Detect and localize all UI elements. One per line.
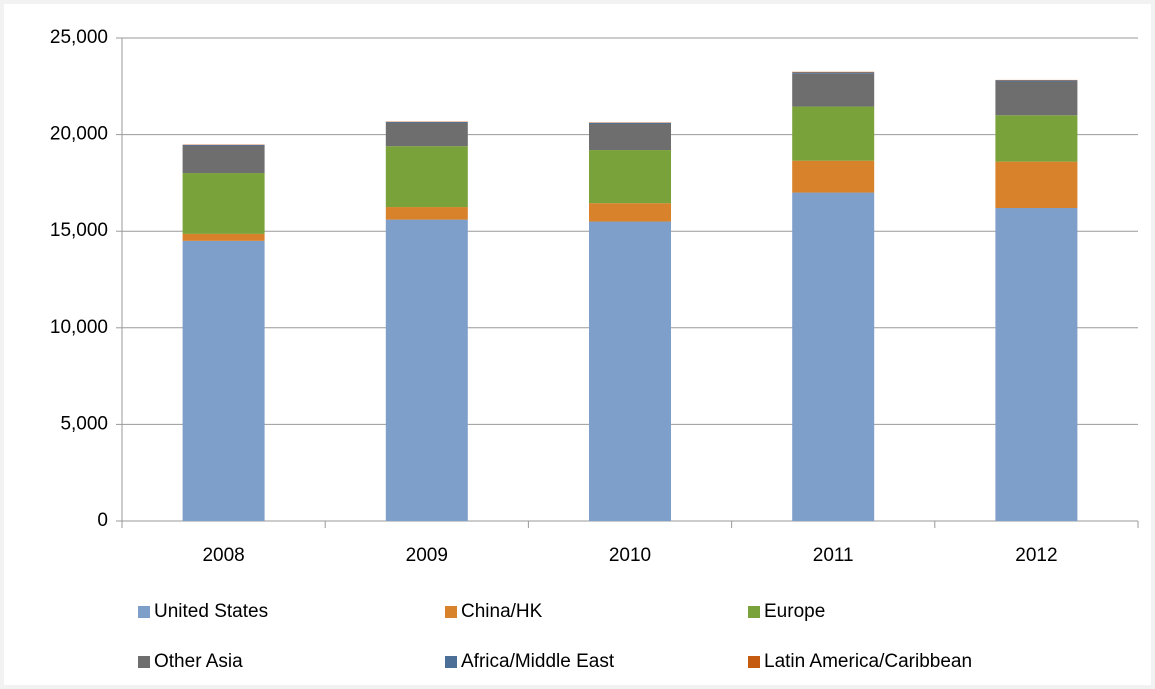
y-tick-label: 0 — [97, 510, 108, 531]
y-tick-label: 25,000 — [50, 27, 108, 48]
x-tick-label: 2012 — [1015, 545, 1057, 566]
bar-segment — [385, 146, 468, 208]
bar-segment — [182, 233, 265, 241]
bar-segment — [182, 240, 265, 522]
y-tick-label: 20,000 — [50, 124, 108, 145]
bar-segment — [792, 192, 875, 521]
bar-segment — [589, 123, 671, 151]
bar-segment — [792, 106, 875, 161]
bar-segment — [589, 150, 671, 204]
legend-label: China/HK — [461, 601, 543, 622]
bar-segment — [995, 81, 1078, 116]
bar-segment — [995, 115, 1078, 162]
x-tick-label: 2011 — [813, 545, 854, 566]
x-tick-label: 2008 — [202, 545, 244, 566]
bar-segment — [385, 219, 468, 521]
bar-segment — [385, 122, 468, 124]
legend-swatch — [445, 606, 457, 618]
bar-segment — [792, 160, 875, 193]
x-tick-label: 2010 — [609, 545, 651, 566]
legend-label: Latin America/Caribbean — [764, 651, 972, 672]
y-tick-label: 15,000 — [50, 220, 108, 241]
bar-segment — [589, 122, 671, 124]
legend-swatch — [748, 656, 760, 668]
legend-swatch — [138, 606, 150, 618]
bar-segment — [589, 221, 671, 522]
bar-segment — [385, 207, 468, 220]
bar-segment — [792, 72, 875, 74]
bar-segment — [995, 208, 1078, 522]
chart-area — [4, 4, 1151, 685]
y-tick-label: 10,000 — [50, 317, 108, 338]
legend-label: Europe — [764, 601, 825, 622]
y-tick-label: 5,000 — [60, 413, 108, 434]
bar-segment — [792, 71, 875, 73]
legend-label: United States — [154, 601, 268, 622]
bar-segment — [792, 73, 875, 107]
bar-segment — [182, 145, 265, 174]
legend-label: Other Asia — [154, 651, 243, 672]
bar-segment — [182, 145, 265, 146]
bar-segment — [589, 203, 671, 222]
legend-swatch — [748, 606, 760, 618]
x-tick-label: 2009 — [406, 545, 448, 566]
bar-segment — [995, 80, 1078, 82]
bar-segment — [995, 161, 1078, 209]
bar-segment — [385, 123, 468, 147]
legend-swatch — [138, 656, 150, 668]
legend-label: Africa/Middle East — [461, 651, 615, 672]
legend-swatch — [445, 656, 457, 668]
bar-segment — [182, 173, 265, 234]
